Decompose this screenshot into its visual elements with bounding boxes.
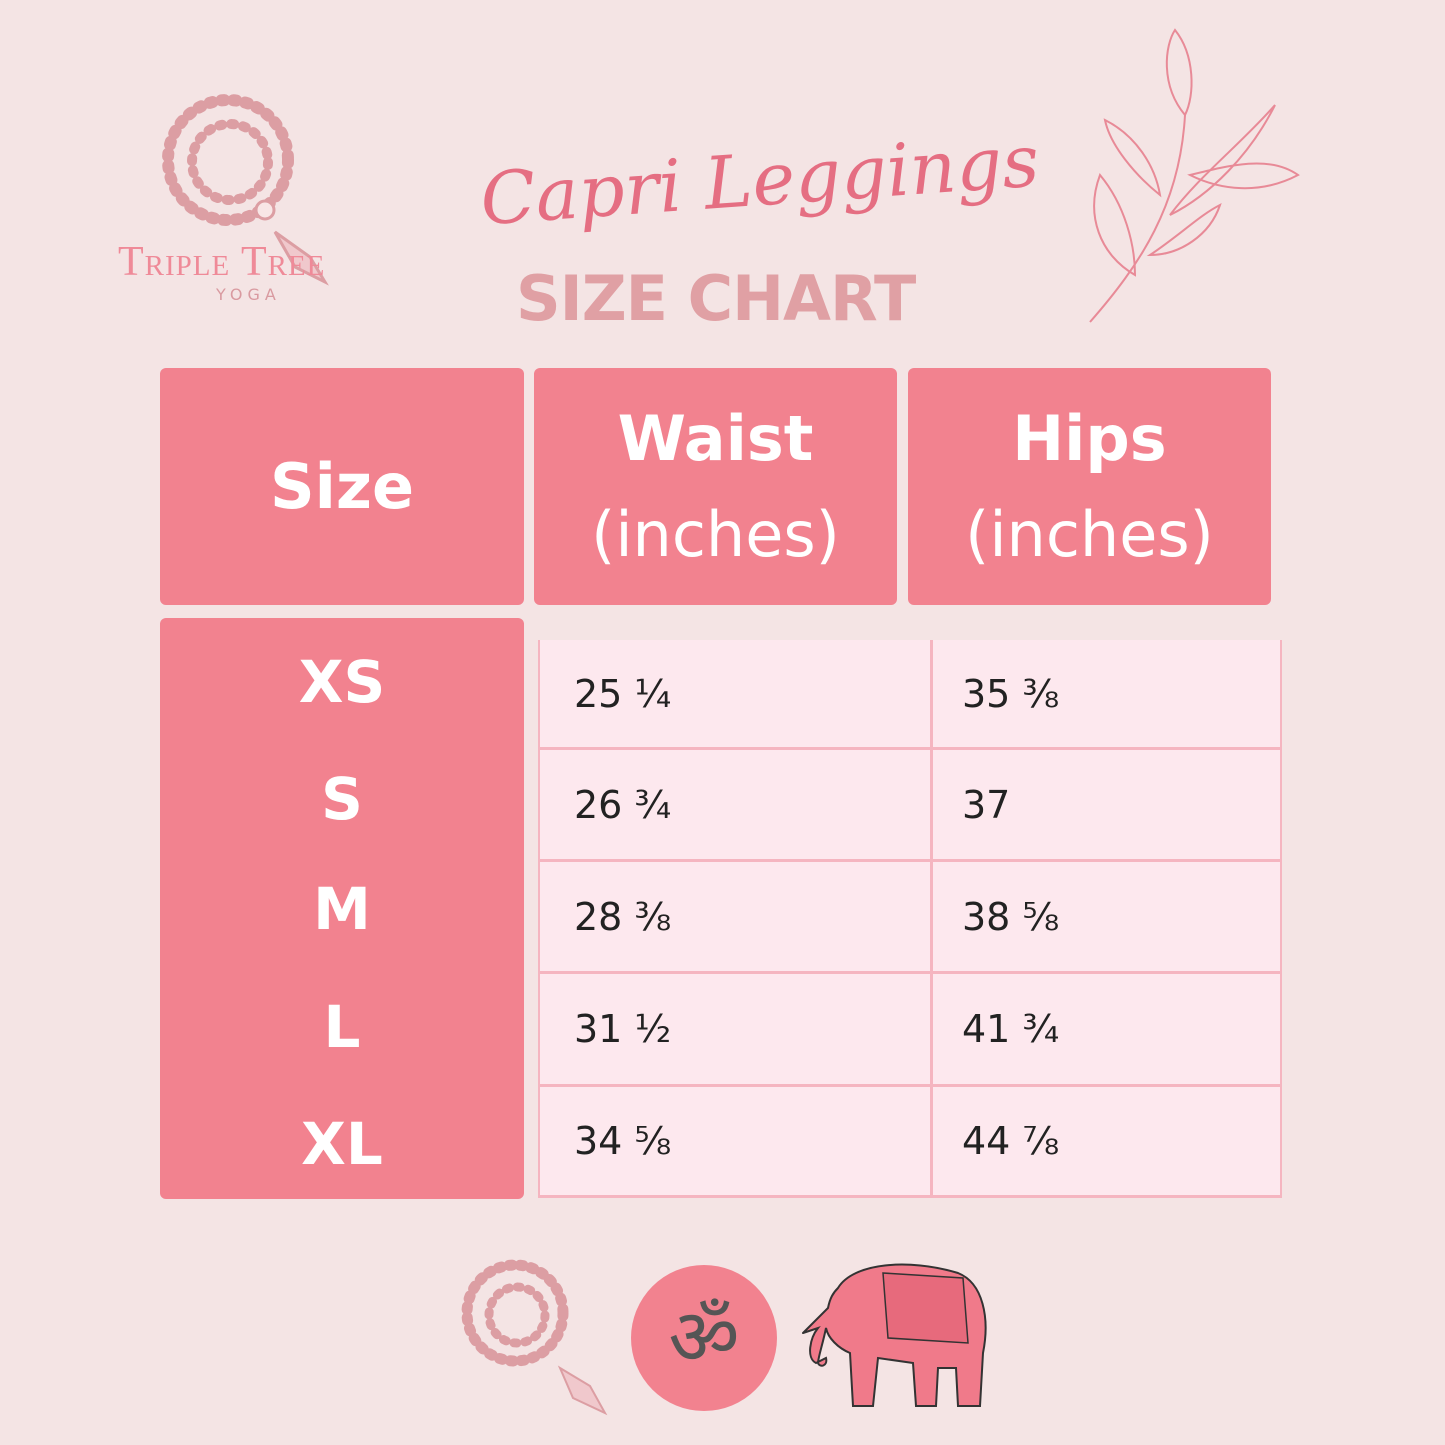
- table-row: 28 ⅜ 38 ⅝: [540, 862, 1280, 974]
- header-size: Size: [160, 368, 524, 605]
- header-hips-unit: (inches): [965, 497, 1214, 571]
- header-waist-unit: (inches): [591, 497, 840, 571]
- waist-cell: 26 ¾: [574, 782, 672, 827]
- table-row: 34 ⅝ 44 ⅞: [540, 1087, 1280, 1198]
- svg-text:ॐ: ॐ: [668, 1293, 739, 1383]
- brand-name: Triple Tree: [118, 239, 326, 285]
- header-waist-label: Waist: [617, 401, 814, 475]
- hips-cell: 44 ⅞: [962, 1119, 1060, 1163]
- hips-cell: 35 ⅜: [962, 671, 1060, 716]
- elephant-icon: [802, 1263, 987, 1407]
- header-size-label: Size: [269, 449, 415, 523]
- header-hips: Hips (inches): [908, 368, 1271, 605]
- product-title: Capri Leggings: [477, 118, 1042, 242]
- waist-cell: 31 ½: [574, 1007, 672, 1051]
- waist-cell: 28 ⅜: [574, 894, 672, 939]
- waist-cell: 34 ⅝: [574, 1119, 672, 1163]
- size-label: XS: [298, 648, 386, 716]
- table-row: 25 ¼ 35 ⅜: [540, 640, 1280, 750]
- column-divider: [930, 640, 933, 1198]
- mala-beads-icon: [162, 94, 329, 286]
- brand-subtitle: YOGA: [216, 285, 281, 304]
- waist-cell: 25 ¼: [574, 671, 672, 716]
- om-icon: ॐ: [631, 1265, 777, 1411]
- header-hips-label: Hips: [1012, 401, 1167, 475]
- table-row: 26 ¾ 37: [540, 750, 1280, 862]
- hips-cell: 37: [962, 782, 1011, 827]
- size-label: XL: [301, 1110, 383, 1178]
- size-label: S: [321, 765, 363, 833]
- header-waist: Waist (inches): [534, 368, 897, 605]
- measurements-table: 25 ¼ 35 ⅜ 26 ¾ 37 28 ⅜ 38 ⅝ 31 ½ 41 ¾ 34…: [538, 640, 1282, 1198]
- size-label: L: [323, 993, 361, 1061]
- size-column: XS S M L XL: [160, 618, 524, 1199]
- page-title: SIZE CHART: [516, 262, 916, 335]
- size-label: M: [313, 875, 371, 943]
- mala-beads-icon: [461, 1259, 608, 1416]
- hips-cell: 38 ⅝: [962, 894, 1060, 939]
- table-row: 31 ½ 41 ¾: [540, 974, 1280, 1087]
- leaf-branch-icon: [1089, 28, 1300, 323]
- hips-cell: 41 ¾: [962, 1007, 1060, 1051]
